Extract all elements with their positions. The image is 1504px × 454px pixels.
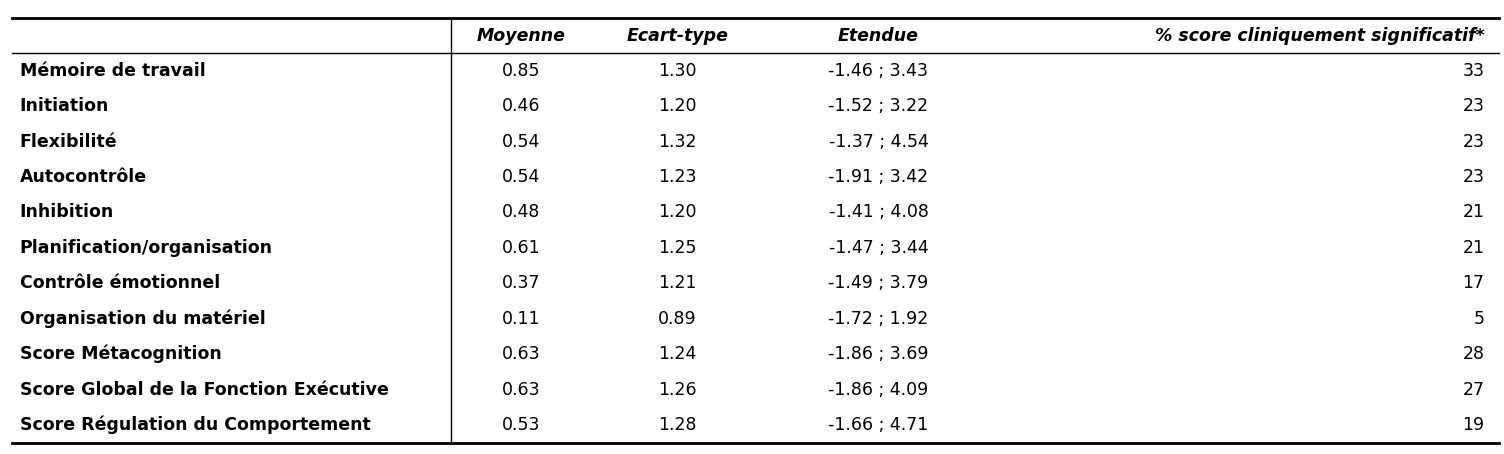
Text: 19: 19 bbox=[1462, 416, 1484, 434]
Text: -1.47 ; 3.44: -1.47 ; 3.44 bbox=[829, 239, 928, 257]
Text: 23: 23 bbox=[1462, 168, 1484, 186]
Text: 0.63: 0.63 bbox=[502, 380, 541, 399]
Text: Inhibition: Inhibition bbox=[20, 203, 114, 222]
Text: 27: 27 bbox=[1462, 380, 1484, 399]
Text: -1.49 ; 3.79: -1.49 ; 3.79 bbox=[829, 274, 928, 292]
Text: Ecart-type: Ecart-type bbox=[627, 26, 728, 44]
Text: 1.20: 1.20 bbox=[659, 203, 696, 222]
Text: 0.54: 0.54 bbox=[502, 133, 540, 151]
Text: 17: 17 bbox=[1462, 274, 1484, 292]
Text: 33: 33 bbox=[1462, 62, 1484, 79]
Text: 0.61: 0.61 bbox=[502, 239, 541, 257]
Text: 23: 23 bbox=[1462, 133, 1484, 151]
Text: Planification/organisation: Planification/organisation bbox=[20, 239, 272, 257]
Text: 1.28: 1.28 bbox=[659, 416, 696, 434]
Text: 5: 5 bbox=[1474, 310, 1484, 328]
Text: 0.53: 0.53 bbox=[502, 416, 541, 434]
Text: -1.66 ; 4.71: -1.66 ; 4.71 bbox=[829, 416, 928, 434]
Text: -1.86 ; 4.09: -1.86 ; 4.09 bbox=[829, 380, 928, 399]
Text: -1.37 ; 4.54: -1.37 ; 4.54 bbox=[829, 133, 928, 151]
Text: Score Régulation du Comportement: Score Régulation du Comportement bbox=[20, 416, 370, 434]
Text: -1.41 ; 4.08: -1.41 ; 4.08 bbox=[829, 203, 928, 222]
Text: -1.91 ; 3.42: -1.91 ; 3.42 bbox=[829, 168, 928, 186]
Text: -1.72 ; 1.92: -1.72 ; 1.92 bbox=[829, 310, 928, 328]
Text: 21: 21 bbox=[1462, 239, 1484, 257]
Text: -1.86 ; 3.69: -1.86 ; 3.69 bbox=[829, 345, 929, 363]
Text: Autocontrôle: Autocontrôle bbox=[20, 168, 147, 186]
Text: Flexibilité: Flexibilité bbox=[20, 133, 117, 151]
Text: 1.24: 1.24 bbox=[659, 345, 696, 363]
Text: 23: 23 bbox=[1462, 97, 1484, 115]
Text: 1.30: 1.30 bbox=[659, 62, 696, 79]
Text: 1.25: 1.25 bbox=[659, 239, 696, 257]
Text: 1.21: 1.21 bbox=[659, 274, 696, 292]
Text: Contrôle émotionnel: Contrôle émotionnel bbox=[20, 274, 220, 292]
Text: 0.85: 0.85 bbox=[502, 62, 541, 79]
Text: Score Métacognition: Score Métacognition bbox=[20, 345, 221, 363]
Text: Moyenne: Moyenne bbox=[477, 26, 566, 44]
Text: 0.54: 0.54 bbox=[502, 168, 540, 186]
Text: Initiation: Initiation bbox=[20, 97, 108, 115]
Text: 21: 21 bbox=[1462, 203, 1484, 222]
Text: 28: 28 bbox=[1462, 345, 1484, 363]
Text: 0.11: 0.11 bbox=[502, 310, 541, 328]
Text: Etendue: Etendue bbox=[838, 26, 919, 44]
Text: 1.26: 1.26 bbox=[659, 380, 696, 399]
Text: 0.63: 0.63 bbox=[502, 345, 541, 363]
Text: Score Global de la Fonction Exécutive: Score Global de la Fonction Exécutive bbox=[20, 380, 388, 399]
Text: 1.32: 1.32 bbox=[659, 133, 696, 151]
Text: 0.48: 0.48 bbox=[502, 203, 540, 222]
Text: 0.89: 0.89 bbox=[659, 310, 696, 328]
Text: Organisation du matériel: Organisation du matériel bbox=[20, 310, 265, 328]
Text: 1.20: 1.20 bbox=[659, 97, 696, 115]
Text: -1.52 ; 3.22: -1.52 ; 3.22 bbox=[829, 97, 928, 115]
Text: 0.46: 0.46 bbox=[502, 97, 541, 115]
Text: Mémoire de travail: Mémoire de travail bbox=[20, 62, 206, 79]
Text: -1.46 ; 3.43: -1.46 ; 3.43 bbox=[829, 62, 928, 79]
Text: 1.23: 1.23 bbox=[659, 168, 696, 186]
Text: % score cliniquement significatif*: % score cliniquement significatif* bbox=[1155, 26, 1484, 44]
Text: 0.37: 0.37 bbox=[502, 274, 541, 292]
